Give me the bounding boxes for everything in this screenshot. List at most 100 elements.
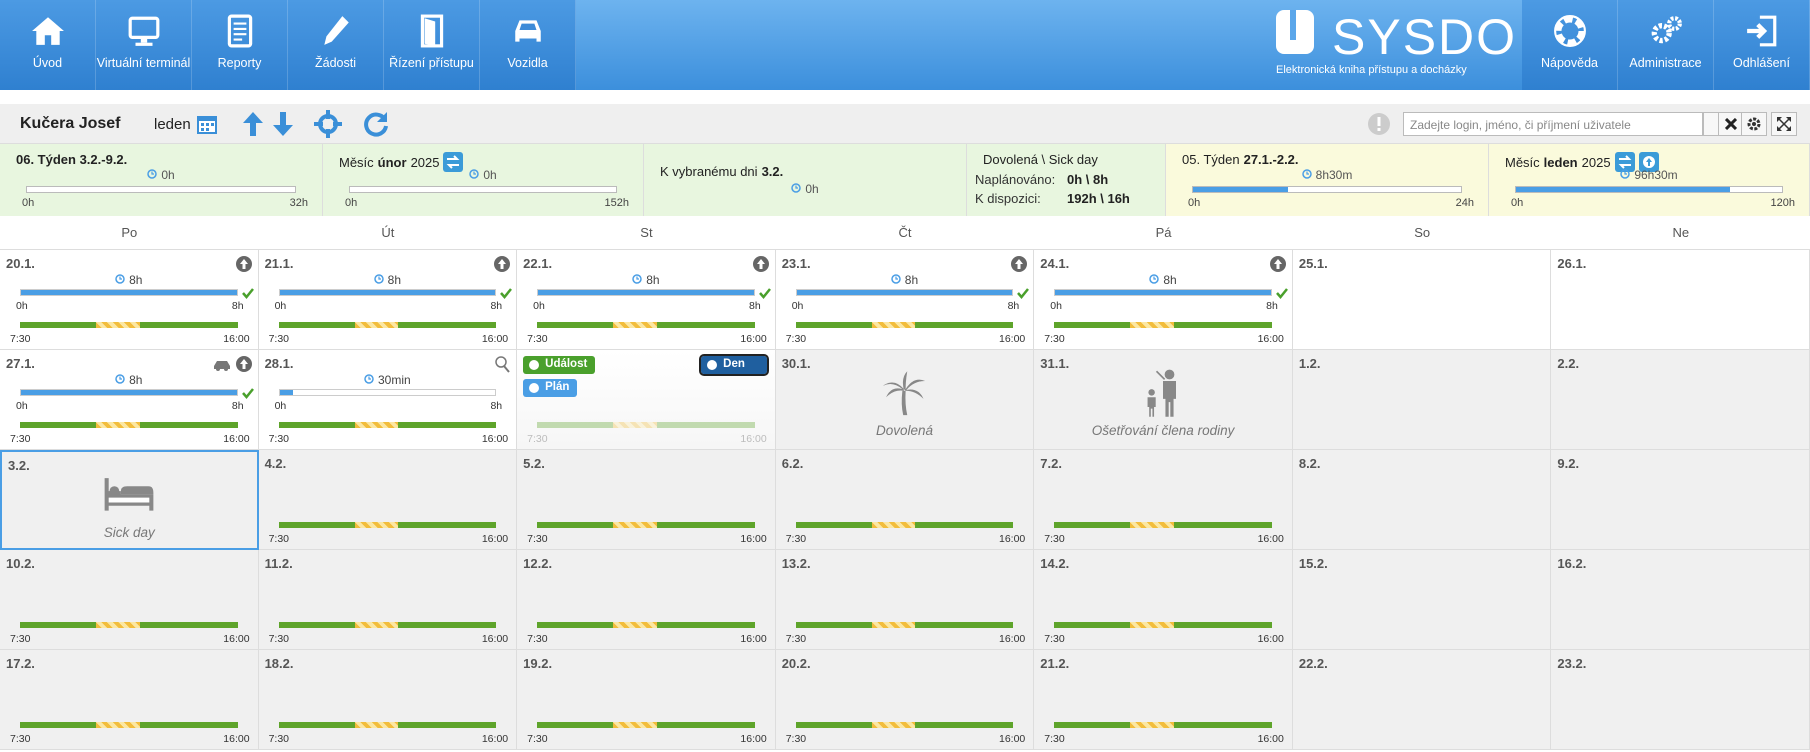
nav-item[interactable]: Administrace [1618, 0, 1714, 90]
day-cell[interactable]: 23.1. 8h 0h 8h 7:30 16:00 [775, 250, 1035, 350]
day-cell[interactable]: 21.1. 8h 0h 8h 7:30 16:00 [258, 250, 518, 350]
nav-icon [288, 14, 383, 48]
panel-button[interactable] [1638, 152, 1659, 172]
day-cell[interactable]: 31.1. Ošetřování člena rodiny [1034, 350, 1293, 450]
day-date: 20.2. [781, 656, 811, 671]
nav-item[interactable]: Úvod [0, 0, 96, 90]
schedule-end: 16:00 [223, 333, 250, 345]
add-button[interactable]: Plán [523, 379, 578, 397]
day-cell[interactable]: 22.1. 8h 0h 8h 7:30 16:00 [517, 250, 776, 350]
day-cell[interactable]: 6.2. 7:30 16:00 [775, 450, 1035, 550]
schedule-end: 16:00 [481, 433, 509, 445]
day-cell[interactable]: 19.2. 7:30 16:00 [517, 650, 776, 750]
day-cell[interactable]: 25.1. [1292, 250, 1552, 350]
nav-label: Úvod [32, 56, 63, 70]
day-cell[interactable]: 16.2. [1551, 550, 1810, 650]
next-button[interactable] [272, 111, 294, 137]
absence-label: Sick day [103, 525, 155, 540]
icon-part [1618, 155, 1631, 169]
icon-part [115, 374, 125, 384]
fullscreen-button[interactable] [1771, 112, 1797, 136]
check-icon [241, 286, 254, 304]
day-cell[interactable]: 2.2. [1551, 350, 1810, 450]
day-cell[interactable]: 9.2. [1551, 450, 1810, 550]
add-button[interactable]: Den [699, 354, 770, 376]
day-cell[interactable]: 13.2. 7:30 16:00 [775, 550, 1035, 650]
day-cell[interactable]: 15.2. [1292, 550, 1552, 650]
day-date: 21.1. [264, 256, 294, 271]
center-button[interactable] [314, 110, 342, 138]
day-date: 3.2. [8, 458, 30, 473]
icon-part [1011, 256, 1028, 272]
nav-icon [1714, 14, 1809, 48]
worked-max: 8h [490, 300, 503, 312]
day-cell[interactable]: 27.1. 8h 0h 8h 7:30 16:00 [0, 350, 259, 450]
day-date: 17.2. [6, 656, 35, 671]
schedule-break [613, 622, 657, 628]
day-cell[interactable]: 17.2. 7:30 16:00 [0, 650, 259, 750]
clock-icon [891, 273, 901, 287]
day-cell[interactable]: 12.2. 7:30 16:00 [517, 550, 776, 650]
day-date: 27.1. [6, 356, 35, 371]
day-cell[interactable]: 7.2. 7:30 16:00 [1034, 450, 1293, 550]
panel-button[interactable] [1614, 152, 1635, 172]
add-button[interactable]: Událost [523, 356, 596, 374]
day-date: 1.2. [1298, 356, 1321, 371]
day-cell[interactable]: 26.1. [1551, 250, 1810, 350]
day-cell[interactable]: 3.2. Sick day [0, 450, 259, 550]
day-cell[interactable]: 11.2. 7:30 16:00 [258, 550, 518, 650]
nav-item[interactable]: Žádosti [288, 0, 384, 90]
day-date: 21.2. [1040, 656, 1070, 671]
day-cell[interactable]: 5.2. 7:30 16:00 [517, 450, 776, 550]
nav-item[interactable]: Řízení přístupu [384, 0, 480, 90]
icon-part [108, 497, 150, 503]
stat-value: 192h \ 16h [1067, 191, 1130, 206]
day-cell[interactable]: 20.2. 7:30 16:00 [775, 650, 1035, 750]
schedule-break [871, 322, 916, 328]
month-picker[interactable]: leden [154, 104, 219, 144]
icon-part [1620, 169, 1631, 179]
panel-button[interactable] [443, 152, 464, 172]
day-cell[interactable]: 23.2. [1551, 650, 1810, 750]
panel-value: 0h [644, 182, 966, 196]
icon-part [323, 16, 349, 45]
nav-item[interactable]: Nápověda [1522, 0, 1618, 90]
day-cell[interactable]: 8.2. [1292, 450, 1552, 550]
schedule-end: 16:00 [481, 633, 509, 645]
day-cell[interactable]: 30.1. Dovolená [775, 350, 1035, 450]
day-icon [1010, 255, 1028, 273]
panel-min: 0h [345, 197, 358, 209]
day-cell[interactable]: 22.2. [1292, 650, 1552, 750]
day-cell[interactable]: 10.2. 7:30 16:00 [0, 550, 259, 650]
schedule-end: 16:00 [1257, 733, 1284, 745]
day-cell[interactable]: 14.2. 7:30 16:00 [1034, 550, 1293, 650]
schedule-end: 16:00 [998, 633, 1026, 645]
icon-part [1290, 10, 1296, 40]
day-cell[interactable]: 1.2. [1292, 350, 1552, 450]
search-input[interactable]: Zadejte login, jméno, či příjmení uživat… [1403, 112, 1703, 136]
absence-icon-wrap [2, 470, 257, 527]
day-cell[interactable]: 7:30 16:00 Událost Plán Den [517, 350, 776, 450]
calendar-icon[interactable] [195, 112, 219, 136]
icon-part [239, 259, 248, 269]
day-date: 20.1. [6, 256, 35, 271]
clear-button[interactable] [1718, 112, 1744, 136]
day-cell[interactable]: 28.1. 30min 0h 8h 7:30 16:00 [258, 350, 518, 450]
day-cell[interactable]: 20.1. 8h 0h 8h 7:30 16:00 [0, 250, 259, 350]
panel-min: 0h [22, 197, 35, 209]
nav-item[interactable]: Odhlášení [1714, 0, 1810, 90]
schedule-start: 7:30 [268, 733, 289, 745]
day-cell[interactable]: 24.1. 8h 0h 8h 7:30 16:00 [1034, 250, 1293, 350]
nav-item[interactable]: Reporty [192, 0, 288, 90]
worked-min: 0h [791, 300, 804, 312]
worked-max: 8h [231, 400, 244, 412]
day-cell[interactable]: 4.2. 7:30 16:00 [258, 450, 518, 550]
day-cell[interactable]: 18.2. 7:30 16:00 [258, 650, 518, 750]
refresh-button[interactable] [362, 110, 390, 138]
nav-item[interactable]: Virtuální terminál [96, 0, 192, 90]
prev-button[interactable] [242, 111, 264, 137]
settings-button[interactable] [1741, 112, 1767, 136]
nav-item[interactable]: Vozidla [480, 0, 576, 90]
logo-text: SYSDO [1332, 9, 1518, 65]
day-cell[interactable]: 21.2. 7:30 16:00 [1034, 650, 1293, 750]
